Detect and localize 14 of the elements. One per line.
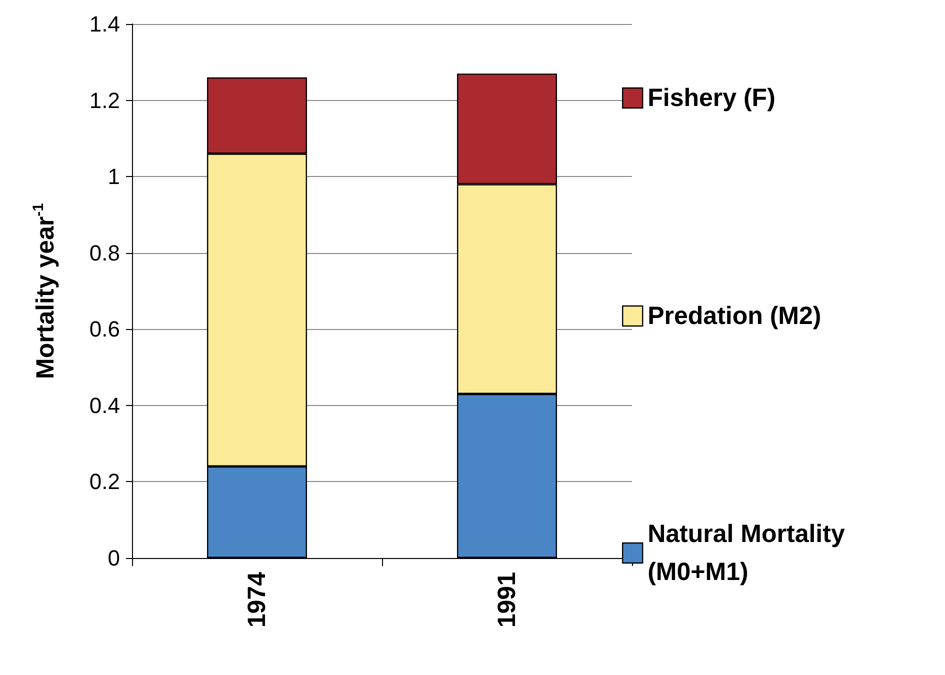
y-tick-label: 1.4	[89, 12, 120, 36]
y-tick-label: 0.4	[89, 392, 120, 418]
x-tick-label: 1991	[493, 572, 521, 628]
y-tick-label: 0.2	[89, 469, 120, 494]
legend-label: Predation (M2)	[648, 302, 822, 330]
y-tick-label: 0.6	[89, 316, 120, 342]
y-tick-label: 1	[108, 164, 120, 190]
y-tick-label: 0	[108, 546, 120, 570]
y-tick-label: 0.8	[89, 240, 120, 266]
x-tick-label: 1974	[243, 572, 271, 628]
legend-label: Fishery (F)	[648, 84, 776, 112]
y-axis-title: Mortality year-1	[30, 203, 60, 379]
legend-label: Natural Mortality (M0+M1)	[648, 520, 852, 586]
y-tick-label: 1.2	[89, 88, 120, 113]
